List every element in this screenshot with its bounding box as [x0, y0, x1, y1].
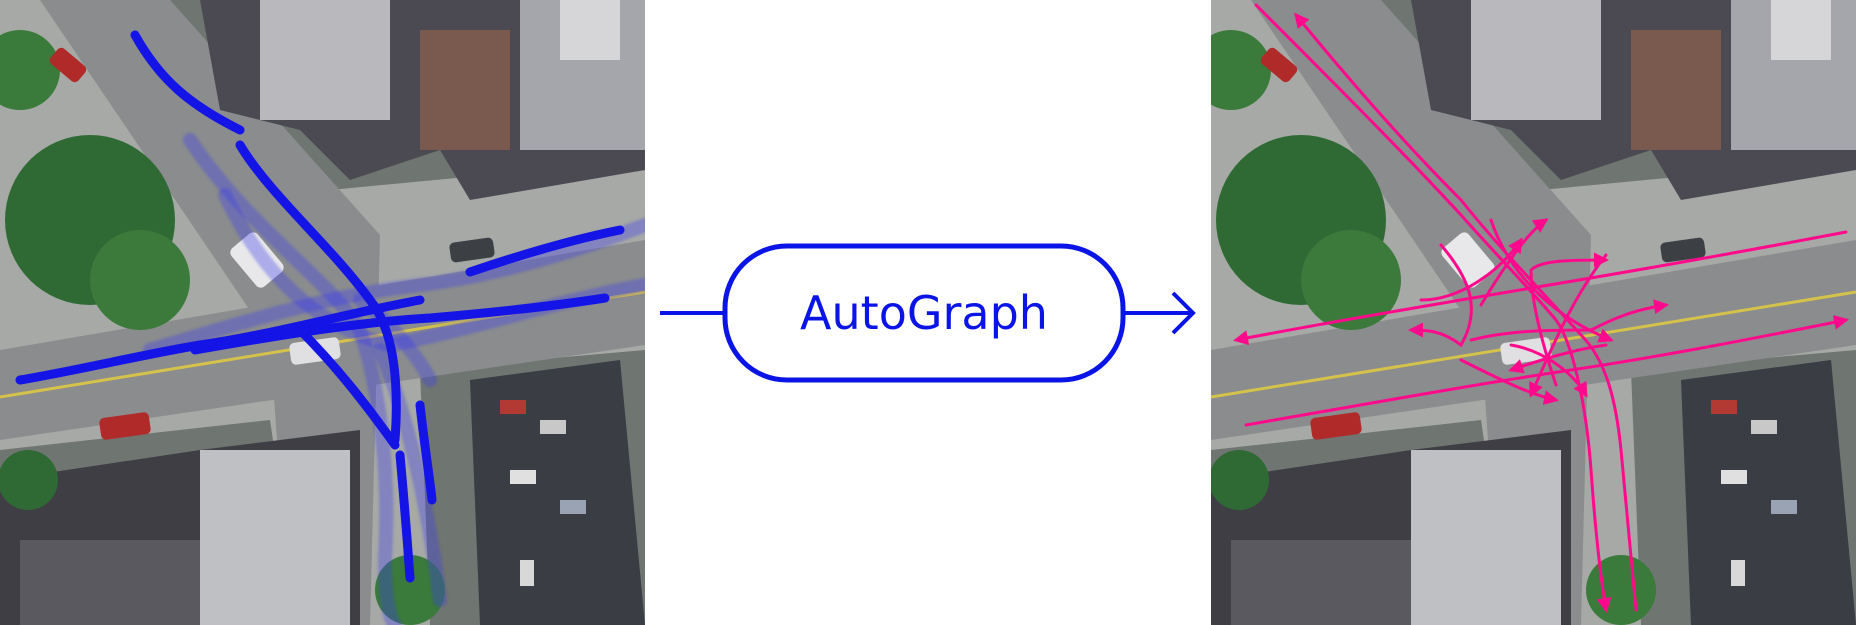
parking-lot — [1681, 360, 1856, 625]
tree — [1211, 30, 1271, 110]
roof-light-1 — [1471, 0, 1601, 120]
tree — [1211, 450, 1269, 510]
lane-edge — [1254, 3, 1612, 613]
car — [99, 412, 151, 440]
roof-dark-2 — [20, 540, 200, 625]
lane-edge — [1529, 252, 1609, 387]
roof-light-3 — [1771, 0, 1831, 60]
input-aerial-image-with-tracklets — [0, 0, 645, 625]
car — [1660, 237, 1706, 263]
tracklet — [130, 30, 245, 135]
tracklet — [395, 450, 415, 583]
lane-edge — [1469, 299, 1669, 342]
tracklet-faint — [143, 218, 645, 357]
lane-edge — [1233, 230, 1848, 346]
lane-edge — [1294, 12, 1638, 612]
car-white-van — [1441, 232, 1495, 288]
car — [1751, 420, 1777, 434]
car — [1310, 412, 1362, 440]
roof-dark-2 — [1231, 540, 1411, 625]
roof-light-4 — [1411, 450, 1561, 625]
process-flow: AutoGraph — [645, 0, 1211, 625]
flow-diagram: AutoGraph — [660, 243, 1196, 383]
lane-edge — [1408, 243, 1473, 348]
arrowhead-right-icon — [1171, 291, 1196, 335]
car — [520, 560, 534, 586]
tree — [1301, 230, 1401, 330]
lane-edge — [1419, 237, 1523, 302]
tracklet — [415, 400, 437, 505]
aerial-scene-right — [1211, 0, 1856, 625]
car — [1731, 560, 1745, 586]
tracklet — [190, 293, 610, 355]
tree — [90, 230, 190, 330]
car — [1711, 400, 1737, 414]
car — [1721, 470, 1747, 484]
tracklet — [235, 140, 401, 445]
tree — [1586, 555, 1656, 625]
tracklet — [295, 325, 400, 450]
roof-light-4 — [200, 450, 350, 625]
lane-edge — [1459, 358, 1559, 405]
car — [510, 470, 536, 484]
car — [500, 400, 526, 414]
autograph-label: AutoGraph — [800, 286, 1048, 340]
lane-graph — [1233, 3, 1849, 613]
aerial-scene-left — [0, 0, 645, 625]
lane-edge — [1244, 314, 1849, 427]
car — [449, 237, 495, 263]
car — [1260, 47, 1298, 83]
car — [560, 500, 586, 514]
car — [49, 47, 87, 83]
tree — [0, 30, 60, 110]
car — [540, 420, 566, 434]
lane-edge — [1508, 343, 1608, 374]
tracklets — [15, 30, 625, 583]
parking-lot — [470, 360, 645, 625]
output-aerial-image-with-lane-graph — [1211, 0, 1856, 625]
tracklet — [465, 225, 625, 277]
lane-edge — [1509, 343, 1588, 398]
roof-light-1 — [260, 0, 390, 120]
roof-light-3 — [560, 0, 620, 60]
lane-edge — [1529, 253, 1608, 398]
lane-edge — [1489, 218, 1614, 343]
tracklet-faint — [183, 133, 402, 625]
car — [1771, 500, 1797, 514]
roof-brown-1 — [1631, 30, 1721, 150]
tree — [0, 450, 58, 510]
roof-brown-1 — [420, 30, 510, 150]
